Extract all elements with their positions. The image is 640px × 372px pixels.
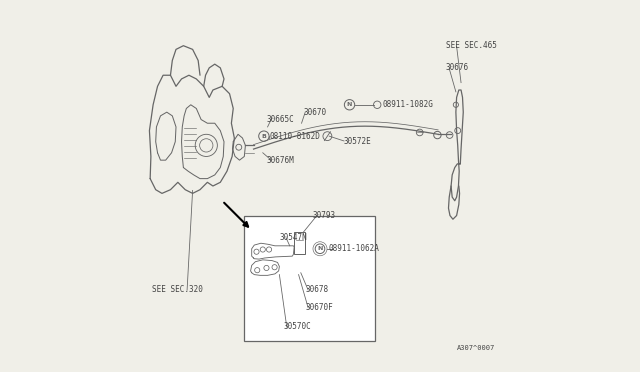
Text: 30572E: 30572E: [344, 137, 372, 146]
Text: N: N: [347, 102, 352, 107]
Text: N: N: [317, 246, 323, 251]
Text: 30570C: 30570C: [283, 322, 311, 331]
Text: SEE SEC.320: SEE SEC.320: [152, 285, 203, 294]
Text: 30793: 30793: [312, 211, 336, 220]
Bar: [244, 215, 376, 341]
Text: 30670: 30670: [303, 108, 326, 117]
Text: B: B: [262, 134, 266, 139]
Bar: [294, 232, 305, 254]
Text: SEE SEC.465: SEE SEC.465: [445, 41, 497, 50]
Text: 30676: 30676: [445, 63, 468, 72]
Text: 30670F: 30670F: [306, 303, 333, 312]
Text: 30678: 30678: [306, 285, 329, 294]
Text: 08911-1082G: 08911-1082G: [383, 100, 434, 109]
Text: 30676M: 30676M: [266, 155, 294, 165]
Text: 08110-8162D: 08110-8162D: [270, 132, 321, 141]
Text: 30547N: 30547N: [280, 233, 307, 242]
Text: A307^0007: A307^0007: [456, 346, 495, 352]
Text: 08911-1062A: 08911-1062A: [328, 244, 379, 253]
Text: 30665C: 30665C: [266, 115, 294, 124]
